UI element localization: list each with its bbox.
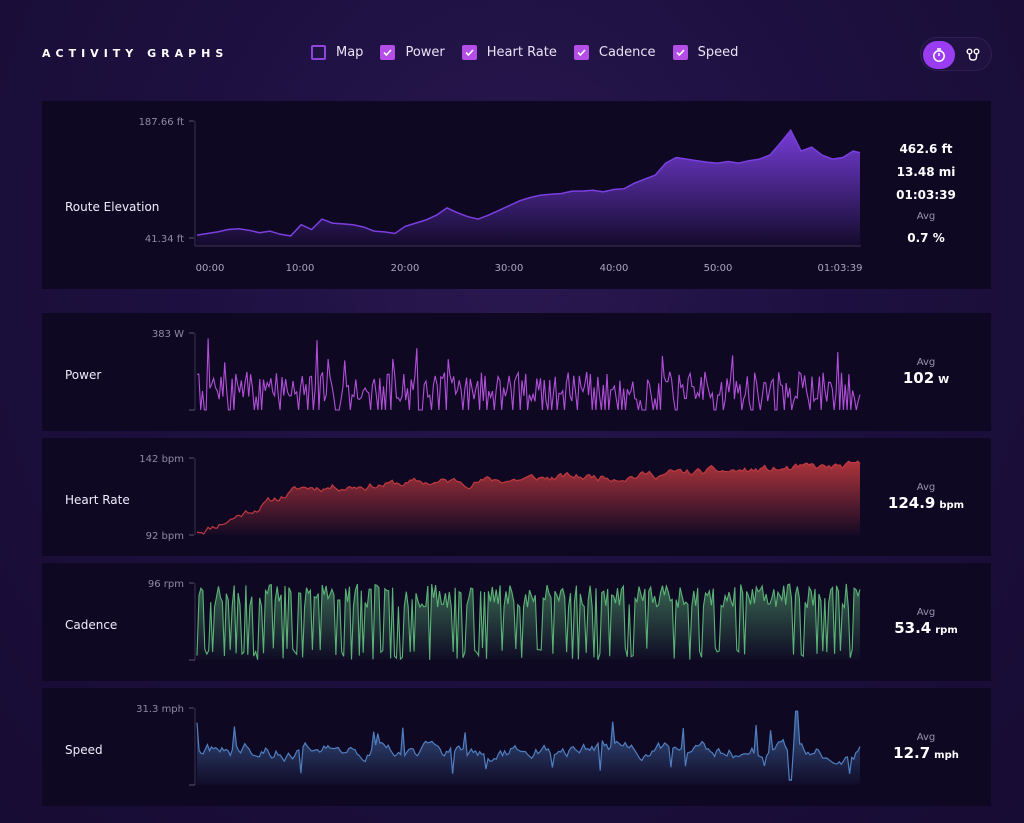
cadence-label: Cadence (65, 618, 118, 632)
toggle-label: Map (336, 45, 364, 60)
heart-rate-panel: Heart Rate 142 bpm 92 bpm Avg 124.9 bpm (42, 438, 991, 556)
avg-label: Avg (916, 732, 936, 743)
checkbox-speed[interactable] (672, 45, 688, 60)
y-max-tick: 383 W (152, 329, 184, 340)
toggle-label: Speed (697, 45, 739, 60)
stopwatch-icon (933, 48, 945, 62)
elevation-panel: Route Elevation 187.66 ft 41.34 ft 00:00… (42, 101, 991, 289)
y-max-tick: 142 bpm (139, 454, 184, 465)
view-switch (920, 37, 992, 71)
x-tick-label: 40:00 (600, 263, 629, 274)
x-tick-label: 20:00 (391, 263, 420, 274)
avg-unit: W (938, 375, 950, 386)
toggle-cadence[interactable]: Cadence (573, 45, 656, 60)
checkbox-power[interactable] (380, 45, 396, 60)
avg-label: Avg (916, 482, 936, 493)
avg-label: Avg (916, 357, 936, 368)
avg-heart-rate: 124.9 (887, 494, 936, 512)
x-tick-label: 00:00 (196, 263, 225, 274)
avg-cadence: 53.4 (894, 619, 932, 637)
elevation-line (196, 128, 861, 237)
avg-label: Avg (916, 607, 936, 618)
y-max-tick: 96 rpm (148, 579, 184, 590)
elevation-area (197, 130, 860, 246)
power-panel: Power 383 W Avg 102 W (42, 313, 991, 431)
power-line (196, 338, 861, 411)
speed-area (197, 711, 860, 785)
x-ticks: 00:00 10:00 20:00 30:00 40:00 50:00 01:0… (196, 263, 863, 274)
speed-label: Speed (65, 743, 103, 757)
x-tick-label: 01:03:39 (818, 263, 863, 274)
toggle-label: Heart Rate (486, 45, 557, 60)
checkbox-heart-rate[interactable] (461, 45, 477, 60)
avg-unit: rpm (935, 625, 958, 636)
duration: 01:03:39 (896, 188, 956, 202)
avg-unit: mph (934, 750, 959, 761)
power-label: Power (65, 368, 102, 382)
toggle-speed[interactable]: Speed (672, 45, 739, 60)
checkbox-cadence[interactable] (573, 45, 589, 60)
avg-unit: bpm (939, 500, 965, 511)
toggle-map[interactable]: Map (311, 45, 363, 60)
check-icon (577, 49, 586, 57)
cadence-panel: Cadence 96 rpm Avg 53.4 rpm (42, 563, 991, 681)
checkbox-map[interactable] (311, 45, 326, 60)
heart-rate-area (197, 461, 860, 535)
x-tick-label: 30:00 (495, 263, 524, 274)
avg-label: Avg (916, 211, 936, 222)
y-min-tick: 92 bpm (146, 531, 184, 542)
x-tick-label: 50:00 (704, 263, 733, 274)
elevation-gain: 462.6 ft (899, 142, 953, 156)
route-button[interactable] (957, 41, 989, 69)
check-icon (383, 49, 393, 57)
heart-rate-stats: Avg 124.9 bpm (861, 482, 991, 512)
graph-toggles: Map Power Heart Rate Cadence Speed (311, 45, 755, 60)
speed-chart[interactable]: 31.3 mph (42, 688, 991, 806)
power-stats: Avg 102 W (861, 357, 991, 387)
elevation-label: Route Elevation (65, 200, 160, 214)
cadence-chart[interactable]: 96 rpm (42, 563, 991, 681)
x-tick-label: 10:00 (286, 263, 315, 274)
cadence-stats: Avg 53.4 rpm (861, 607, 991, 637)
heart-rate-label: Heart Rate (65, 493, 130, 507)
heart-rate-chart[interactable]: 142 bpm 92 bpm (42, 438, 991, 556)
power-chart[interactable]: 383 W (42, 313, 991, 431)
y-min-tick: 41.34 ft (145, 234, 184, 245)
stopwatch-button[interactable] (923, 41, 955, 69)
check-icon (675, 49, 685, 57)
toggle-label: Cadence (598, 45, 656, 60)
speed-stats: Avg 12.7 mph (861, 732, 991, 762)
route-pins-icon (966, 48, 980, 61)
speed-line (196, 710, 861, 781)
y-max-tick: 187.66 ft (139, 117, 185, 128)
speed-panel: Speed 31.3 mph Avg 12.7 mph (42, 688, 991, 806)
toggle-power[interactable]: Power (380, 45, 445, 60)
check-icon (465, 49, 474, 57)
toggle-label: Power (405, 45, 445, 60)
page-title: ACTIVITY GRAPHS (42, 47, 229, 60)
avg-speed: 12.7 (893, 744, 931, 762)
y-max-tick: 31.3 mph (136, 704, 184, 715)
toggle-heart-rate[interactable]: Heart Rate (461, 45, 557, 60)
elevation-stats: 462.6 ft 13.48 mi 01:03:39 Avg 0.7 % (861, 138, 991, 250)
avg-power: 102 (902, 369, 935, 387)
avg-grade: 0.7 % (907, 231, 945, 245)
heart-rate-line (196, 460, 861, 535)
distance: 13.48 mi (896, 165, 956, 179)
cadence-line (196, 583, 861, 661)
elevation-chart[interactable]: 187.66 ft 41.34 ft 00:00 10:00 20:00 30:… (42, 101, 991, 289)
header: ACTIVITY GRAPHS Map Power Heart Rate Cad… (0, 0, 1024, 100)
